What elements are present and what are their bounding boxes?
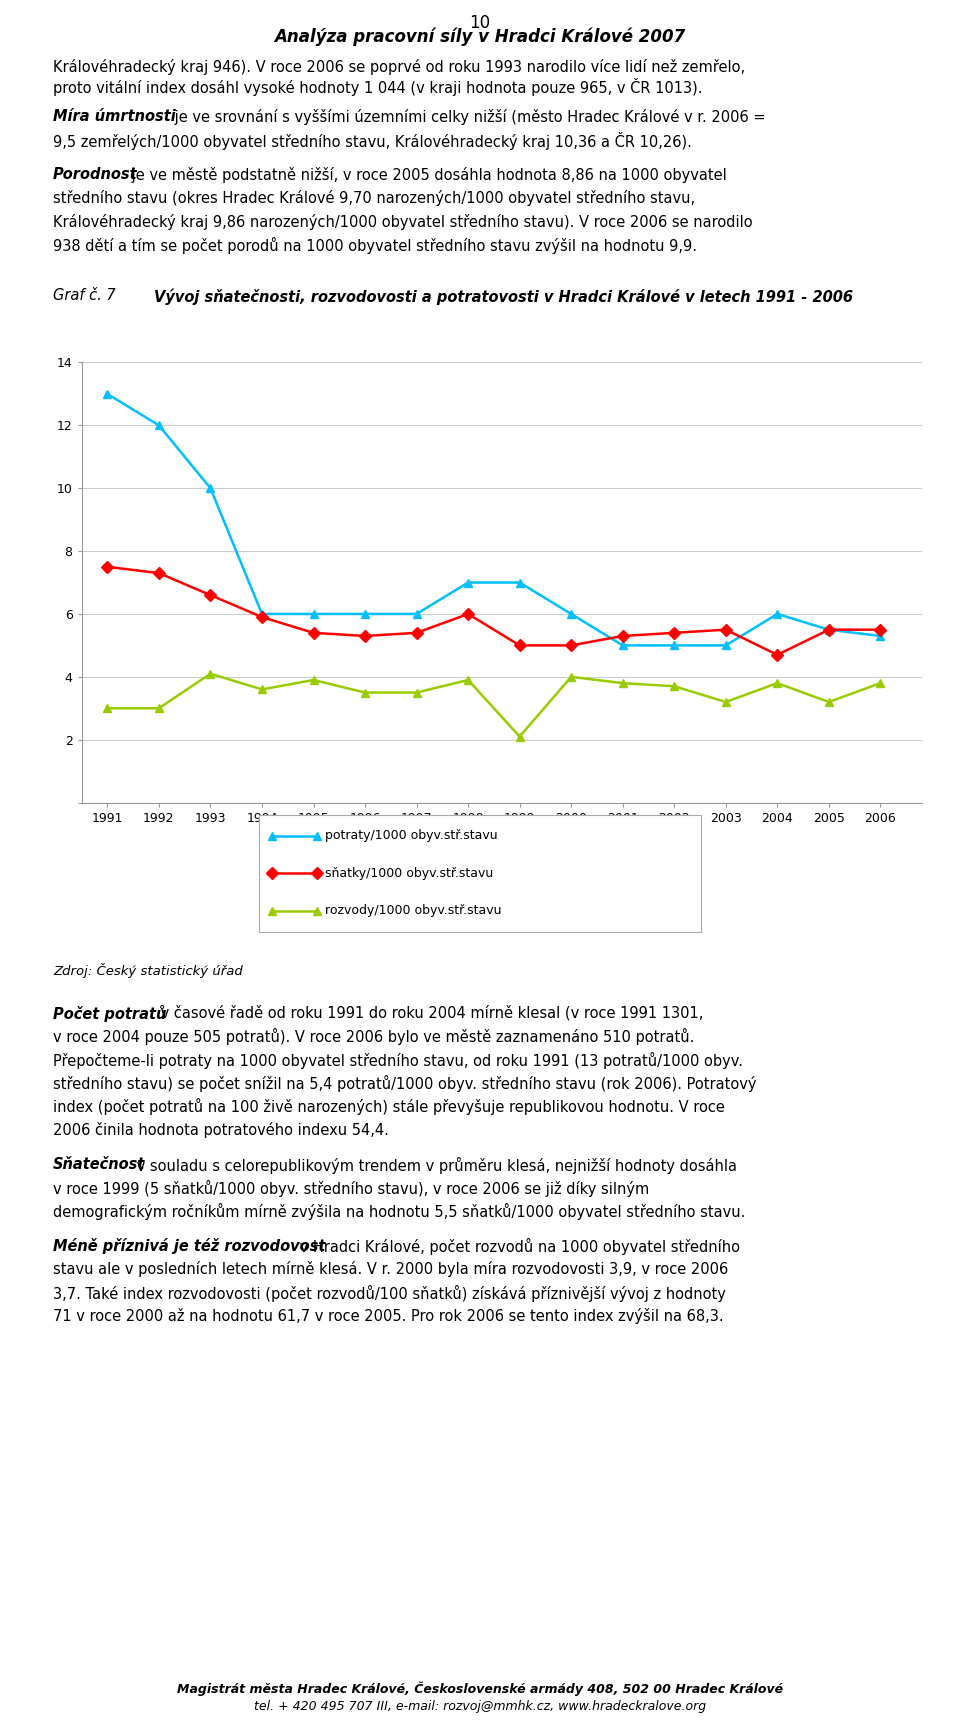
Text: 10: 10 — [469, 14, 491, 31]
Text: Porodnost: Porodnost — [53, 167, 137, 181]
Text: Počet potratů: Počet potratů — [53, 1005, 166, 1022]
Text: Přepočteme-li potraty na 1000 obyvatel středního stavu, od roku 1991 (13 potratů: Přepočteme-li potraty na 1000 obyvatel s… — [53, 1051, 743, 1068]
Text: 938 dětí a tím se počet porodů na 1000 obyvatel středního stavu zvýšil na hodnot: 938 dětí a tím se počet porodů na 1000 o… — [53, 236, 697, 254]
Text: 71 v roce 2000 až na hodnotu 61,7 v roce 2005. Pro rok 2006 se tento index zvýši: 71 v roce 2000 až na hodnotu 61,7 v roce… — [53, 1308, 724, 1324]
Text: Magistrát města Hradec Králové, Československé armády 408, 502 00 Hradec Králové: Magistrát města Hradec Králové, Českoslo… — [177, 1681, 783, 1695]
Text: Zdroj: Český statistický úřad: Zdroj: Český statistický úřad — [53, 963, 243, 979]
Text: demografickým ročníkům mírně zvýšila na hodnotu 5,5 sňatků/1000 obyvatel střední: demografickým ročníkům mírně zvýšila na … — [53, 1203, 745, 1220]
Text: 3,7. Také index rozvodovosti (počet rozvodů/100 sňatků) získává příznivější vývo: 3,7. Také index rozvodovosti (počet rozv… — [53, 1284, 726, 1301]
Text: Analýza pracovní síly v Hradci Králové 2007: Analýza pracovní síly v Hradci Králové 2… — [275, 28, 685, 47]
Text: v Hradci Králové, počet rozvodů na 1000 obyvatel středního: v Hradci Králové, počet rozvodů na 1000 … — [295, 1238, 740, 1255]
Text: Vývoj sňatečnosti, rozvodovosti a potratovosti v Hradci Králové v letech 1991 - : Vývoj sňatečnosti, rozvodovosti a potrat… — [154, 288, 852, 306]
Text: Sňatečnost: Sňatečnost — [53, 1156, 145, 1172]
Text: Míra úmrtnosti: Míra úmrtnosti — [53, 109, 176, 124]
Text: 9,5 zemřelých/1000 obyvatel středního stavu, Královéhradecký kraj 10,36 a ČR 10,: 9,5 zemřelých/1000 obyvatel středního st… — [53, 131, 691, 150]
Text: Královéhradecký kraj 946). V roce 2006 se poprvé od roku 1993 narodilo více lidí: Královéhradecký kraj 946). V roce 2006 s… — [53, 59, 745, 95]
Text: rozvody/1000 obyv.stř.stavu: rozvody/1000 obyv.stř.stavu — [325, 904, 502, 918]
Text: středního stavu (okres Hradec Králové 9,70 narozených/1000 obyvatel středního st: středního stavu (okres Hradec Králové 9,… — [53, 190, 695, 207]
Text: v roce 1999 (5 sňatků/1000 obyv. středního stavu), v roce 2006 se již díky silný: v roce 1999 (5 sňatků/1000 obyv. střední… — [53, 1181, 649, 1196]
Text: středního stavu) se počet snížil na 5,4 potratů/1000 obyv. středního stavu (rok : středního stavu) se počet snížil na 5,4 … — [53, 1075, 756, 1093]
Text: je ve srovnání s vyššími územními celky nižší (město Hradec Králové v r. 2006 =: je ve srovnání s vyššími územními celky … — [170, 109, 765, 124]
Text: index (počet potratů na 100 živě narozených) stále převyšuje republikovou hodnot: index (počet potratů na 100 živě narozen… — [53, 1098, 725, 1115]
Text: Královéhradecký kraj 9,86 narozených/1000 obyvatel středního stavu). V roce 2006: Královéhradecký kraj 9,86 narozených/100… — [53, 214, 753, 230]
Text: Graf č. 7: Graf č. 7 — [53, 288, 115, 304]
Text: tel. + 420 495 707 III, e-mail: rozvoj@mmhk.cz, www.hradeckralove.org: tel. + 420 495 707 III, e-mail: rozvoj@m… — [254, 1700, 706, 1712]
Text: 2006 činila hodnota potratového indexu 54,4.: 2006 činila hodnota potratového indexu 5… — [53, 1122, 389, 1137]
Text: Méně příznivá je též rozvodovost: Méně příznivá je též rozvodovost — [53, 1238, 325, 1255]
Text: sňatky/1000 obyv.stř.stavu: sňatky/1000 obyv.stř.stavu — [325, 866, 493, 880]
Text: v časové řadě od roku 1991 do roku 2004 mírně klesal (v roce 1991 1301,: v časové řadě od roku 1991 do roku 2004 … — [156, 1005, 704, 1020]
Text: stavu ale v posledních letech mírně klesá. V r. 2000 byla míra rozvodovosti 3,9,: stavu ale v posledních letech mírně kles… — [53, 1262, 728, 1277]
Text: v roce 2004 pouze 505 potratů). V roce 2006 bylo ve městě zaznamenáno 510 potrat: v roce 2004 pouze 505 potratů). V roce 2… — [53, 1029, 694, 1046]
Text: v souladu s celorepublikovým trendem v průměru klesá, nejnižší hodnoty dosáhla: v souladu s celorepublikovým trendem v p… — [132, 1156, 736, 1174]
Text: je ve městě podstatně nižší, v roce 2005 dosáhla hodnota 8,86 na 1000 obyvatel: je ve městě podstatně nižší, v roce 2005… — [127, 167, 727, 183]
Text: potraty/1000 obyv.stř.stavu: potraty/1000 obyv.stř.stavu — [325, 828, 498, 842]
